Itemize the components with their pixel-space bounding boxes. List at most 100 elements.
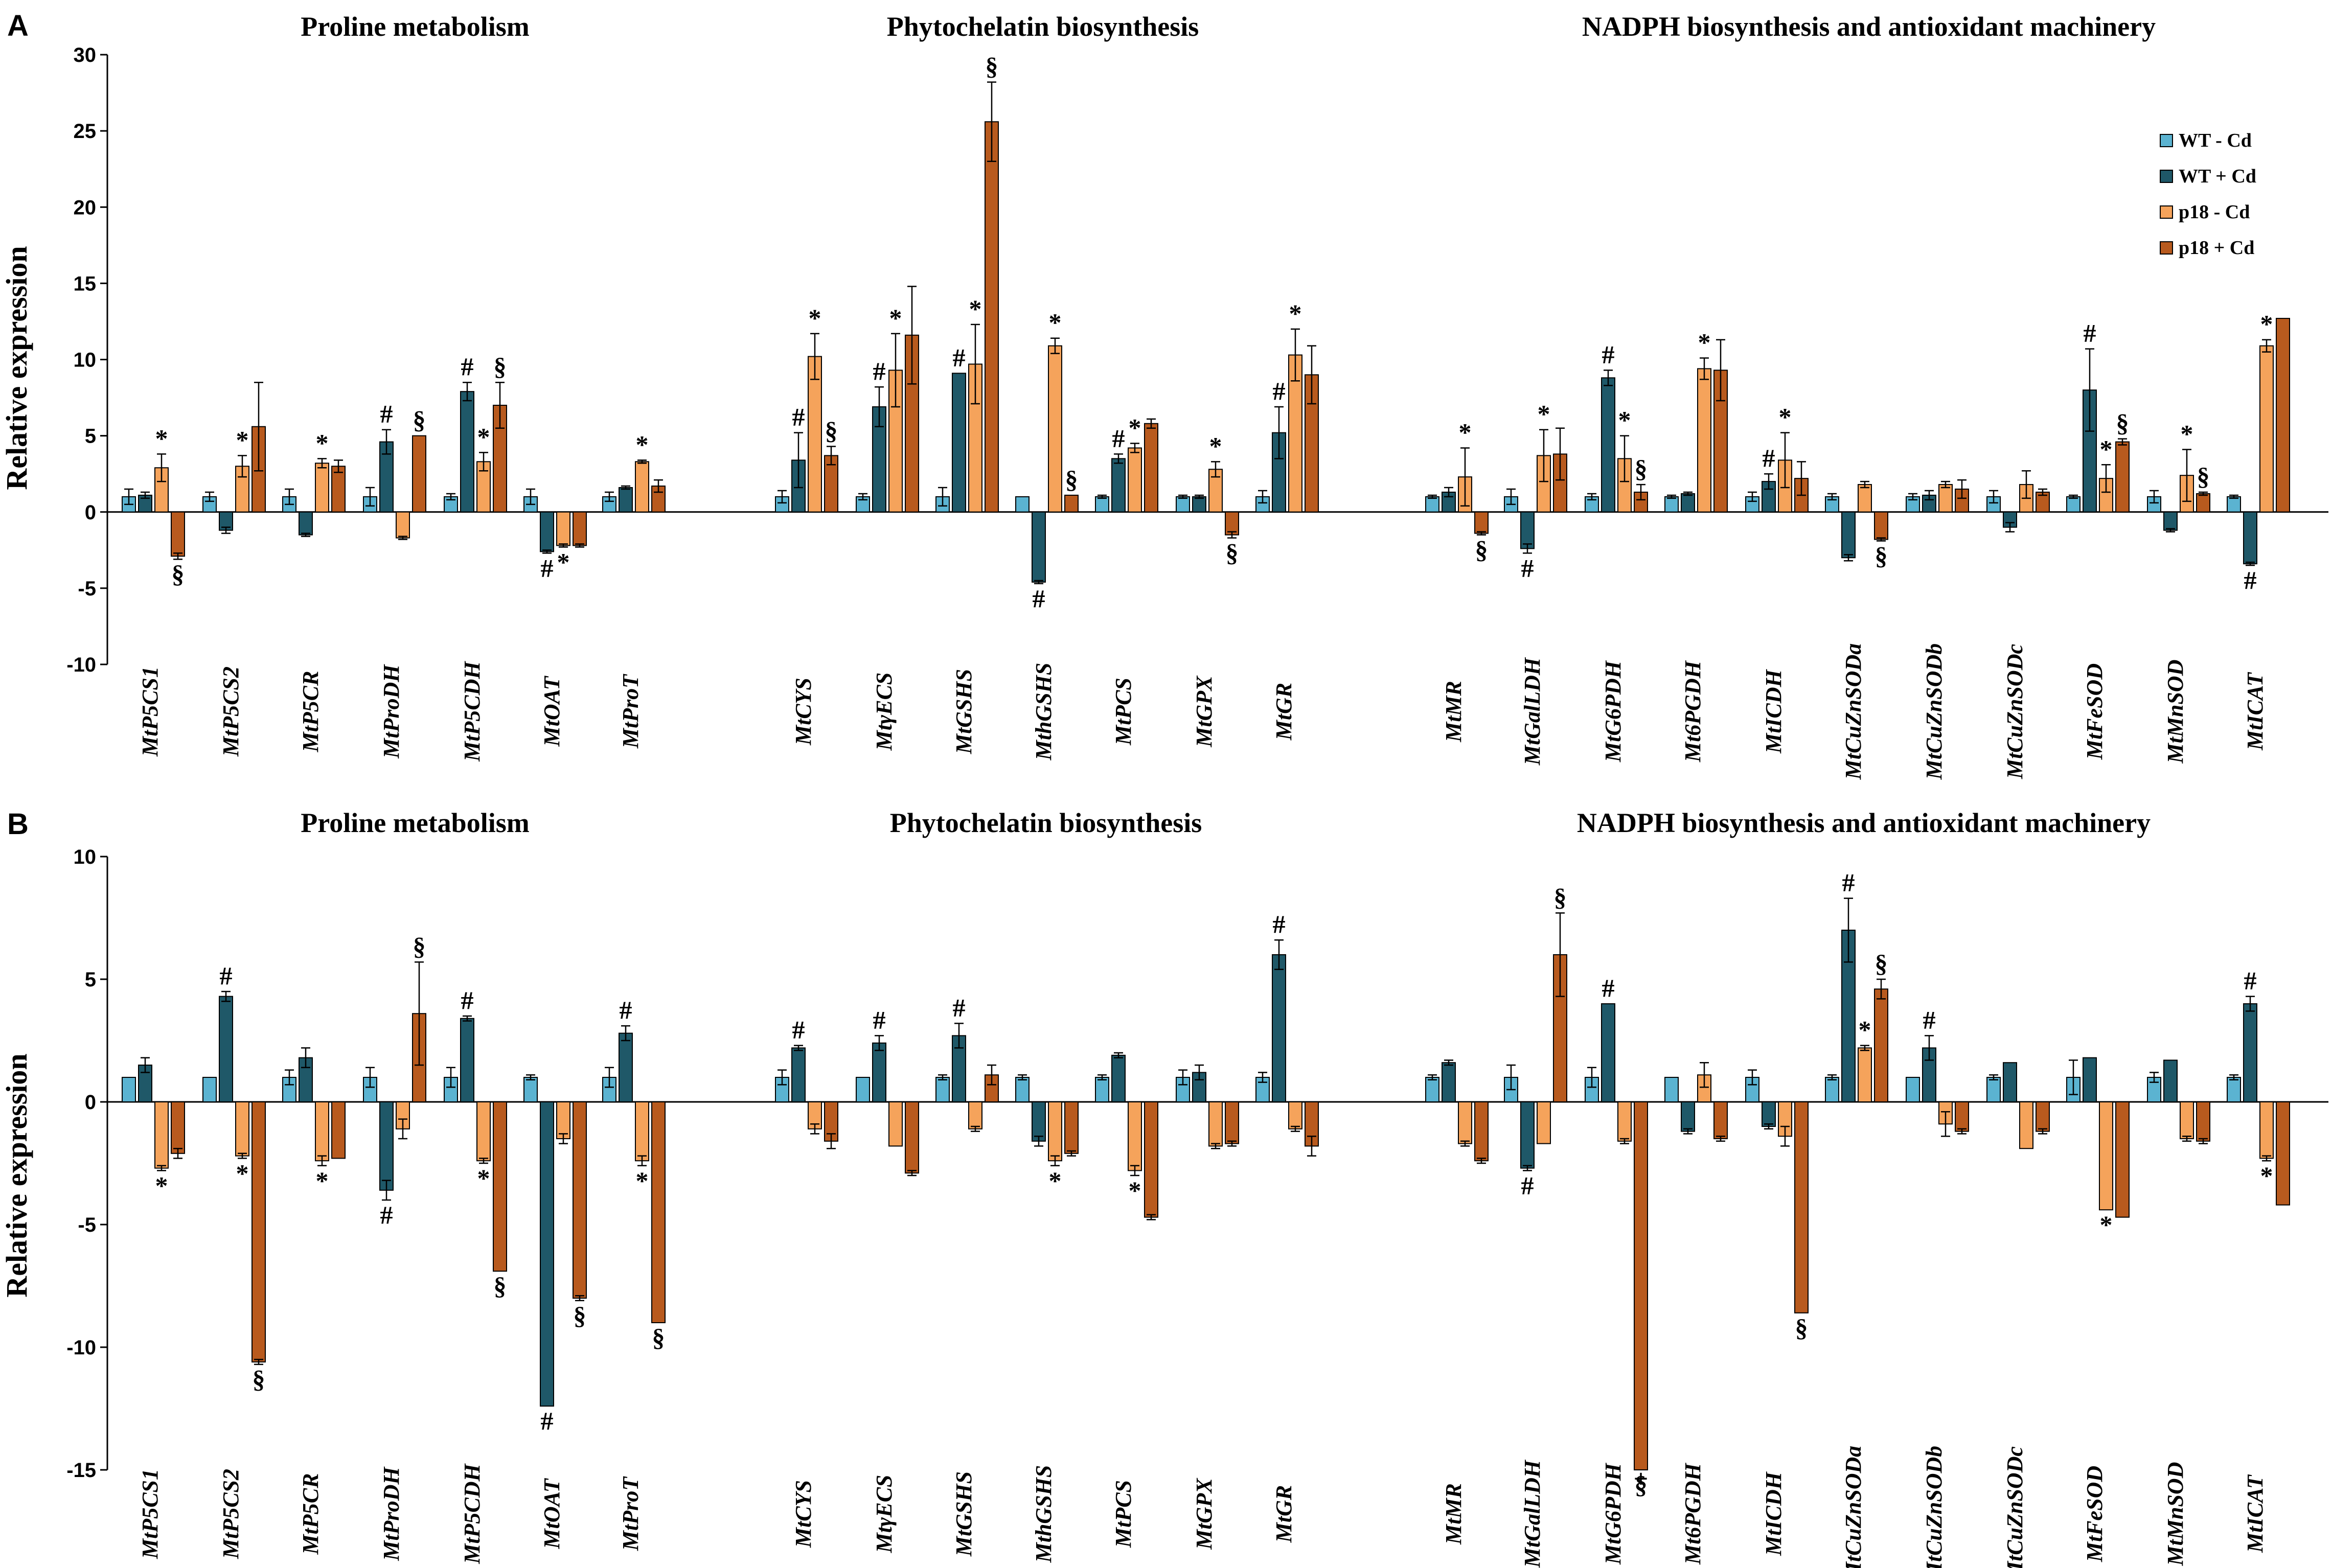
gene-label-b-mtp5cr: MtP5CR: [298, 1473, 323, 1555]
significance-mark-b-mtp5cs2-p18-plus-cd: §: [253, 1365, 265, 1394]
significance-mark-a-mtmr-p18-plus-cd: §: [1475, 535, 1488, 564]
panel-b-y-tick-label: -5: [78, 1214, 96, 1236]
gene-label-a-mtfesod: MtFeSOD: [2082, 663, 2107, 760]
extra-mark-b-mtg6pdh: +: [1634, 1464, 1649, 1493]
bar-b-mtprot-wt-minus-cd: [602, 1077, 616, 1102]
bar-b-mtpcs-wt-plus-cd: [1111, 1054, 1126, 1103]
gene-label-a-mtcuznsoda: MtCuZnSODa: [1841, 643, 1866, 780]
gene-label-b-mthgshs: MthGSHS: [1031, 1465, 1056, 1563]
bar-a-mtoat-p18-minus-cd: [556, 511, 570, 546]
bar-a-mtgshs-wt-plus-cd: [952, 373, 966, 513]
bar-b-mtprot-wt-plus-cd: [619, 1032, 633, 1102]
significance-mark-a-mtmnsod-p18-plus-cd: §: [2197, 462, 2210, 491]
significance-mark-b-mtprot-p18-minus-cd: *: [636, 1166, 649, 1195]
significance-mark-b-mthgshs-p18-minus-cd: *: [1049, 1166, 1062, 1195]
significance-mark-a-mtfesod-p18-minus-cd: *: [2100, 434, 2113, 463]
significance-mark-a-mtgshs-wt-plus-cd: #: [953, 343, 966, 372]
significance-mark-a-mtp5cs1-p18-minus-cd: *: [155, 424, 168, 452]
bar-b-mtp5cs1-wt-minus-cd: [122, 1077, 136, 1102]
bar-a-mthgshs-p18-minus-cd: [1048, 345, 1062, 513]
significance-mark-b-mtgalldh-wt-plus-cd: #: [1521, 1171, 1534, 1200]
significance-mark-a-mticdh-p18-minus-cd: *: [1779, 403, 1792, 431]
significance-mark-a-mticdh-wt-plus-cd: #: [1763, 444, 1775, 472]
bar-b-mtmr-wt-minus-cd: [1425, 1077, 1439, 1102]
bar-b-mticdh-wt-plus-cd: [1762, 1101, 1776, 1127]
bar-b-mtgalldh-p18-minus-cd: [1537, 1101, 1551, 1144]
bar-a-mticat-wt-plus-cd: [2243, 511, 2257, 565]
significance-mark-b-mtgalldh-p18-plus-cd: §: [1554, 883, 1567, 911]
gene-label-a-mtgshs: MtGSHS: [951, 669, 976, 754]
significance-mark-b-mtcuznsoda-wt-plus-cd: #: [1842, 868, 1855, 897]
panel-b-group-title-phytochelatin: Phytochelatin biosynthesis: [890, 808, 1202, 838]
bar-a-mtmnsod-p18-plus-cd: [2196, 493, 2210, 513]
significance-mark-a-mtp5cdh-p18-minus-cd: *: [477, 422, 490, 451]
bar-a-mtp5cs1-p18-plus-cd: [171, 511, 185, 557]
significance-mark-a-mtfesod-wt-plus-cd: #: [2084, 319, 2096, 348]
significance-mark-a-mt6pgdh-p18-minus-cd: *: [1698, 328, 1711, 357]
gene-label-a-mtpcs: MtPCS: [1111, 678, 1136, 746]
bar-b-mtoat-wt-plus-cd: [540, 1101, 554, 1407]
bar-b-mtmnsod-wt-plus-cd: [2163, 1059, 2178, 1102]
gene-label-b-mtp5cs1: MtP5CS1: [138, 1469, 163, 1559]
bar-b-mtprot-p18-minus-cd: [635, 1101, 649, 1162]
bar-b-mtp5cs2-wt-plus-cd: [219, 996, 233, 1102]
gene-label-a-mtgpx: MtGPX: [1192, 675, 1217, 748]
bar-b-mtgpx-p18-minus-cd: [1208, 1101, 1223, 1147]
significance-mark-a-mtgpx-p18-minus-cd: *: [1209, 431, 1222, 460]
gene-label-b-mticdh: MtICDH: [1761, 1471, 1786, 1556]
significance-mark-a-mtcys-wt-plus-cd: #: [792, 403, 805, 431]
significance-mark-a-mtcys-p18-minus-cd: *: [809, 304, 821, 332]
gene-label-b-mtgshs: MtGSHS: [951, 1471, 976, 1557]
significance-mark-a-mtp5cdh-p18-plus-cd: §: [494, 352, 507, 381]
bar-a-mt6pgdh-wt-minus-cd: [1664, 496, 1679, 513]
bar-a-mtmr-p18-plus-cd: [1474, 511, 1489, 534]
bar-a-mtcuznsodb-p18-minus-cd: [1938, 484, 1953, 513]
panel-a-y-axis-label: Relative expression: [0, 246, 33, 490]
bar-b-mtgalldh-wt-plus-cd: [1520, 1101, 1535, 1169]
bar-a-mt6pgdh-p18-minus-cd: [1697, 368, 1711, 513]
significance-mark-a-mtoat-wt-plus-cd: #: [541, 554, 554, 582]
bar-a-mticat-p18-plus-cd: [2276, 317, 2290, 513]
significance-mark-a-mtprodh-wt-plus-cd: #: [380, 400, 393, 428]
panel-b-chart: -15 -10 -5 0 5 10 * MtP5CS1 # * § MtP5CS2 * MtP5CR # § M…: [66, 846, 2328, 1568]
significance-mark-a-mtgr-wt-plus-cd: #: [1273, 377, 1286, 405]
bar-a-mt-ecs-p18-plus-cd: [905, 334, 919, 513]
gene-label-b-mt-ecs: MtγECS: [872, 1475, 897, 1554]
bar-b-mtp5cdh-p18-plus-cd: [493, 1101, 507, 1272]
significance-mark-b-mtg6pdh-p18-plus-cd: §: [1635, 1470, 1648, 1499]
bar-a-mtp5cr-p18-plus-cd: [331, 466, 346, 513]
panel-b-y-tick-label: -10: [66, 1336, 96, 1359]
significance-mark-b-mtp5cdh-p18-minus-cd: *: [477, 1164, 490, 1192]
gene-label-a-mtp5cdh: MtP5CDH: [460, 660, 485, 762]
bar-b-mtpcs-p18-minus-cd: [1128, 1101, 1142, 1171]
legend-swatch-p18-minus-cd: [2160, 205, 2173, 219]
bar-b-mtgshs-wt-minus-cd: [935, 1077, 950, 1102]
gene-label-b-mtprot: MtProT: [618, 1476, 643, 1551]
gene-label-a-mtmnsod: MtMnSOD: [2163, 660, 2188, 764]
bar-a-mthgshs-wt-plus-cd: [1032, 511, 1046, 583]
bar-a-mtcuznsoda-p18-minus-cd: [1858, 484, 1872, 513]
significance-mark-b-mtp5cs2-wt-plus-cd: #: [220, 961, 233, 990]
bar-b-mt6pgdh-wt-plus-cd: [1681, 1101, 1695, 1132]
bar-a-mtcys-p18-minus-cd: [808, 356, 822, 513]
significance-mark-a-mtgshs-p18-minus-cd: *: [969, 294, 982, 323]
bar-b-mt6pgdh-wt-minus-cd: [1664, 1077, 1679, 1102]
significance-mark-a-mtgpx-p18-plus-cd: §: [1226, 538, 1239, 567]
bar-a-mtpcs-p18-minus-cd: [1128, 447, 1142, 513]
significance-mark-a-mtmnsod-p18-minus-cd: *: [2181, 419, 2193, 448]
significance-mark-a-mtg6pdh-p18-minus-cd: *: [1618, 406, 1631, 434]
legend-label-wt-minus-cd: WT - Cd: [2179, 130, 2252, 151]
gene-label-b-mtgpx: MtGPX: [1192, 1478, 1217, 1550]
significance-mark-b-mtp5cr-p18-minus-cd: *: [316, 1166, 329, 1195]
bar-b-mticat-p18-plus-cd: [2276, 1101, 2290, 1206]
bar-b-mtp5cr-wt-plus-cd: [299, 1057, 313, 1103]
gene-label-a-mtcuznsodb: MtCuZnSODb: [1922, 643, 1947, 780]
panel-a-y-tick-label: 10: [74, 349, 97, 372]
significance-mark-a-mtgalldh-wt-plus-cd: #: [1521, 554, 1534, 582]
significance-mark-b-mtoat-wt-plus-cd: #: [541, 1406, 554, 1435]
bar-b-mtmnsod-p18-plus-cd: [2196, 1101, 2210, 1142]
bar-b-mtgr-p18-minus-cd: [1288, 1101, 1302, 1129]
gene-label-b-mtg6pdh: MtG6PDH: [1601, 1462, 1626, 1565]
gene-label-b-mtcuznsoda: MtCuZnSODa: [1841, 1446, 1866, 1568]
legend-swatch-wt-minus-cd: [2160, 134, 2173, 147]
